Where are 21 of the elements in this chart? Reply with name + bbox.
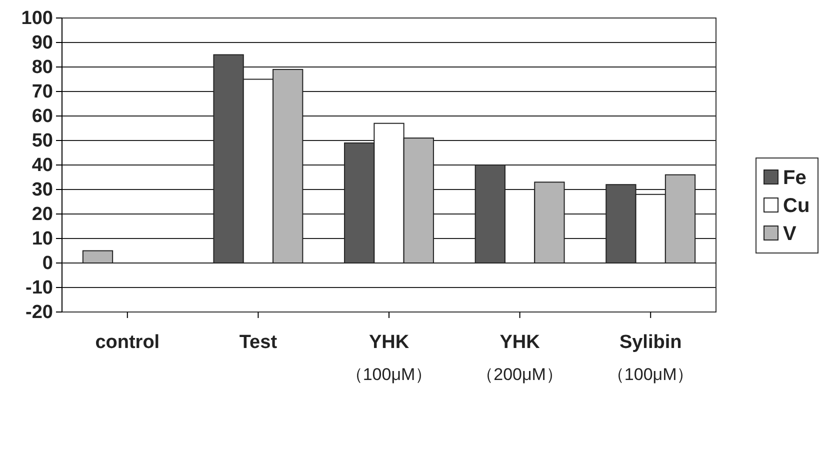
legend-label: V (783, 223, 797, 245)
y-tick-label: 80 (32, 57, 53, 78)
y-tick-label: 50 (32, 130, 53, 152)
y-tick-label: 20 (32, 204, 53, 226)
y-tick-label: 100 (21, 8, 53, 30)
x-tick-label: YHK （200μM） (476, 332, 563, 384)
legend-label: Fe (783, 167, 806, 189)
y-tick-label: 90 (32, 32, 53, 54)
x-tick-label: YHK （100μM） (346, 332, 432, 384)
y-tick-label: 70 (32, 82, 53, 103)
x-tick-label: Test (239, 332, 278, 353)
y-tick-label: -10 (26, 278, 53, 299)
legend-label: Cu (783, 195, 810, 217)
x-tick-label: control (95, 332, 160, 353)
y-tick-label: 30 (32, 180, 53, 201)
y-tick-label: 10 (32, 228, 53, 250)
y-tick-label: 60 (32, 106, 53, 128)
x-tick-label: Sylibin （100μM） (607, 332, 694, 384)
y-tick-label: 40 (32, 155, 53, 176)
y-tick-label: 0 (42, 253, 53, 274)
y-tick-label: -20 (26, 302, 53, 324)
